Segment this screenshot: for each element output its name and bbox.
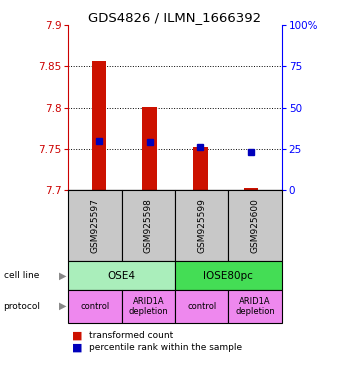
Bar <box>244 188 258 190</box>
Text: ▶: ▶ <box>59 270 66 281</box>
Bar <box>142 107 157 190</box>
Text: GSM925599: GSM925599 <box>197 198 206 253</box>
Text: OSE4: OSE4 <box>108 270 136 281</box>
Text: ARID1A
depletion: ARID1A depletion <box>128 296 168 316</box>
Text: GSM925600: GSM925600 <box>251 198 260 253</box>
Text: ■: ■ <box>72 343 82 353</box>
Text: cell line: cell line <box>4 271 39 280</box>
Text: transformed count: transformed count <box>89 331 174 340</box>
Text: control: control <box>187 302 216 311</box>
Text: ARID1A
depletion: ARID1A depletion <box>235 296 275 316</box>
Text: protocol: protocol <box>4 302 41 311</box>
Bar <box>193 147 208 190</box>
Text: ▶: ▶ <box>59 301 66 311</box>
Text: IOSE80pc: IOSE80pc <box>203 270 253 281</box>
Text: control: control <box>80 302 110 311</box>
Title: GDS4826 / ILMN_1666392: GDS4826 / ILMN_1666392 <box>89 11 261 24</box>
Bar <box>92 61 106 190</box>
Text: percentile rank within the sample: percentile rank within the sample <box>89 343 242 352</box>
Text: GSM925597: GSM925597 <box>90 198 99 253</box>
Text: ■: ■ <box>72 330 82 340</box>
Text: GSM925598: GSM925598 <box>144 198 153 253</box>
